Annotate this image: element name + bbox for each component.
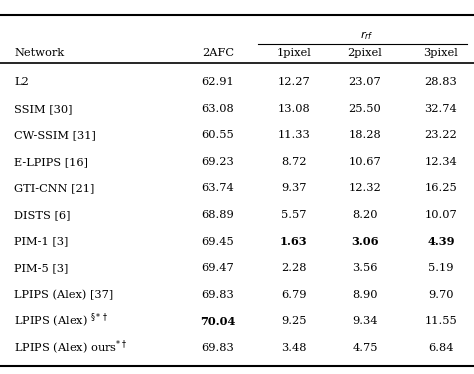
Text: E-LPIPS [16]: E-LPIPS [16]: [14, 157, 88, 167]
Text: GTI-CNN [21]: GTI-CNN [21]: [14, 184, 95, 193]
Text: 10.07: 10.07: [424, 210, 457, 220]
Text: PIM-5 [3]: PIM-5 [3]: [14, 263, 69, 273]
Text: 70.04: 70.04: [201, 316, 236, 327]
Text: 4.75: 4.75: [352, 343, 378, 353]
Text: 3.06: 3.06: [351, 236, 379, 247]
Text: 12.27: 12.27: [277, 77, 310, 87]
Text: 9.25: 9.25: [281, 316, 307, 326]
Text: 11.55: 11.55: [424, 316, 457, 326]
Text: 12.34: 12.34: [424, 157, 457, 167]
Text: 1.63: 1.63: [280, 236, 308, 247]
Text: 9.34: 9.34: [352, 316, 378, 326]
Text: 63.08: 63.08: [201, 104, 235, 114]
Text: SSIM [30]: SSIM [30]: [14, 104, 73, 114]
Text: 10.67: 10.67: [348, 157, 382, 167]
Text: 3pixel: 3pixel: [423, 49, 458, 58]
Text: 2.28: 2.28: [281, 263, 307, 273]
Text: 69.45: 69.45: [201, 237, 235, 246]
Text: 11.33: 11.33: [277, 131, 310, 140]
Text: 12.32: 12.32: [348, 184, 382, 193]
Text: 25.50: 25.50: [348, 104, 382, 114]
Text: 32.74: 32.74: [424, 104, 457, 114]
Text: 28.83: 28.83: [424, 77, 457, 87]
Text: 8.90: 8.90: [352, 290, 378, 300]
Text: 69.23: 69.23: [201, 157, 235, 167]
Text: PIM-1 [3]: PIM-1 [3]: [14, 237, 69, 246]
Text: 18.28: 18.28: [348, 131, 382, 140]
Text: 23.22: 23.22: [424, 131, 457, 140]
Text: 2pixel: 2pixel: [347, 49, 383, 58]
Text: 4.39: 4.39: [427, 236, 455, 247]
Text: 5.57: 5.57: [281, 210, 307, 220]
Text: 6.84: 6.84: [428, 343, 454, 353]
Text: 6.79: 6.79: [281, 290, 307, 300]
Text: 3.56: 3.56: [352, 263, 378, 273]
Text: 5.19: 5.19: [428, 263, 454, 273]
Text: Network: Network: [14, 49, 64, 58]
Text: 69.47: 69.47: [201, 263, 235, 273]
Text: 1pixel: 1pixel: [276, 49, 311, 58]
Text: LPIPS (Alex) [37]: LPIPS (Alex) [37]: [14, 289, 113, 300]
Text: 2AFC: 2AFC: [202, 49, 234, 58]
Text: 8.20: 8.20: [352, 210, 378, 220]
Text: 60.55: 60.55: [201, 131, 235, 140]
Text: DISTS [6]: DISTS [6]: [14, 210, 71, 220]
Text: 23.07: 23.07: [348, 77, 382, 87]
Text: 3.48: 3.48: [281, 343, 307, 353]
Text: 9.70: 9.70: [428, 290, 454, 300]
Text: LPIPS (Alex) $^{\S*\dagger}$: LPIPS (Alex) $^{\S*\dagger}$: [14, 312, 109, 330]
Text: 63.74: 63.74: [201, 184, 235, 193]
Text: 69.83: 69.83: [201, 290, 235, 300]
Text: LPIPS (Alex) ours$^{*\dagger}$: LPIPS (Alex) ours$^{*\dagger}$: [14, 339, 128, 357]
Text: 8.72: 8.72: [281, 157, 307, 167]
Text: L2: L2: [14, 77, 29, 87]
Text: 16.25: 16.25: [424, 184, 457, 193]
Text: $r_{rf}$: $r_{rf}$: [360, 29, 374, 42]
Text: 13.08: 13.08: [277, 104, 310, 114]
Text: 9.37: 9.37: [281, 184, 307, 193]
Text: CW-SSIM [31]: CW-SSIM [31]: [14, 131, 96, 140]
Text: 69.83: 69.83: [201, 343, 235, 353]
Text: 68.89: 68.89: [201, 210, 235, 220]
Text: 62.91: 62.91: [201, 77, 235, 87]
